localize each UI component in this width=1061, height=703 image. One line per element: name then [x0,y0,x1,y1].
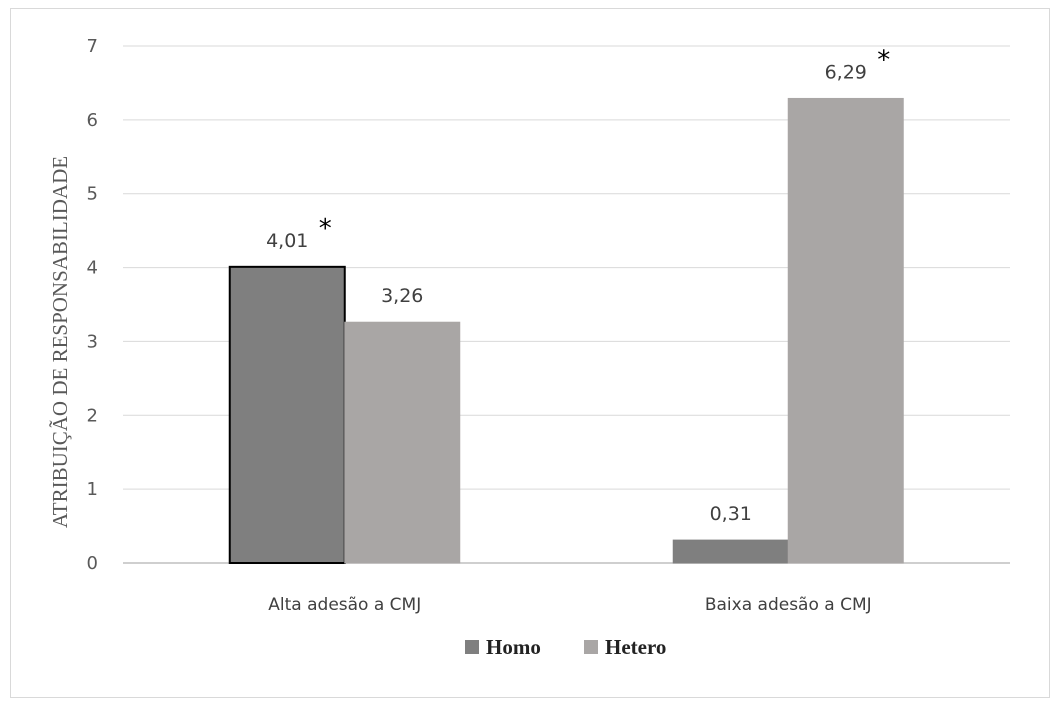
data-label: 4,01 [266,230,308,252]
y-tick-label: 4 [87,258,98,279]
bar-hetero-1 [344,321,461,564]
legend-label: Hetero [605,635,666,659]
significance-marker: * [319,214,332,244]
data-labels: 4,01 * 3,26 0,31 6,29 * [266,45,890,525]
significance-marker: * [877,45,890,75]
bar-homo-1 [228,265,346,564]
data-label: 6,29 [825,61,867,83]
legend-label: Homo [486,635,541,659]
y-tick-label: 3 [87,331,98,352]
category-label: Alta adesão a CMJ [268,595,421,615]
data-label: 3,26 [381,285,423,307]
y-axis-ticks: 0 1 2 3 4 5 6 7 [87,36,98,574]
category-label: Baixa adesão a CMJ [705,595,872,615]
y-tick-label: 2 [87,405,98,426]
y-tick-label: 6 [87,110,98,131]
y-tick-label: 7 [87,36,98,57]
y-tick-label: 1 [87,479,98,500]
legend: Homo Hetero [465,635,666,659]
bar-homo-2 [672,539,789,564]
y-tick-label: 5 [87,184,98,205]
category-labels: Alta adesão a CMJ Baixa adesão a CMJ [268,595,871,615]
data-label: 0,31 [710,503,752,525]
legend-swatch-hetero [584,640,598,654]
bar-hetero-2 [787,97,904,564]
bars [228,97,904,564]
y-axis-title: ATRIBUIÇÃO DE RESPONSABILIDADE [48,156,72,528]
y-tick-label: 0 [87,553,98,574]
legend-swatch-homo [465,640,479,654]
